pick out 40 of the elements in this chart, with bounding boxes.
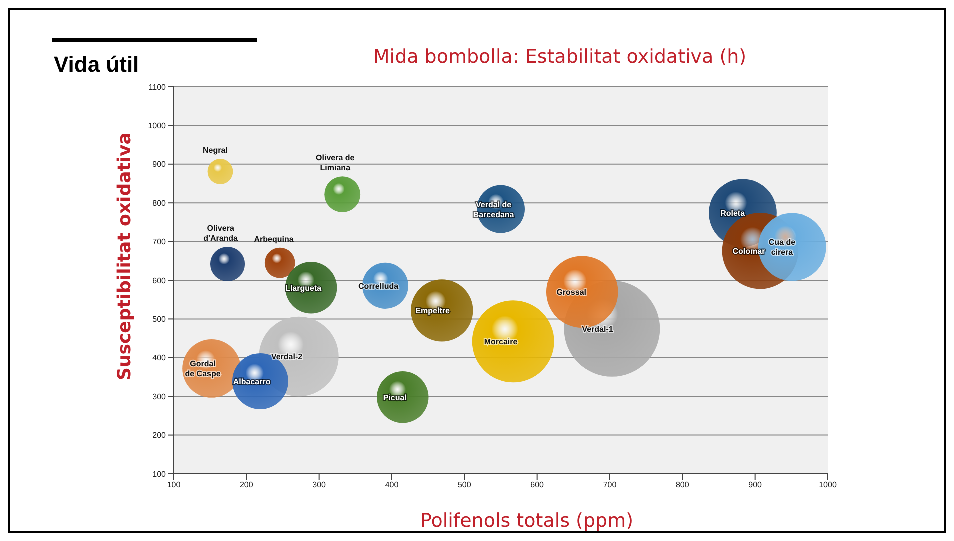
x-tick-label: 300 xyxy=(312,480,327,490)
x-tick-label: 100 xyxy=(167,480,182,490)
y-axis-title: Susceptibilitat oxidativa xyxy=(114,132,136,380)
x-tick-label: 600 xyxy=(530,480,545,490)
y-tick-label: 900 xyxy=(152,160,167,170)
y-tick-label: 1100 xyxy=(148,82,167,92)
x-axis-title: Polifenols totals (ppm) xyxy=(419,510,635,532)
series-label: Cua de cirera xyxy=(768,238,796,258)
series-label: Llargueta xyxy=(286,284,322,293)
series-label: Negral xyxy=(202,146,228,156)
series-label: Arbequina xyxy=(254,234,294,244)
chart-title: Vida útil xyxy=(54,52,140,78)
x-tick-label: 200 xyxy=(240,480,254,490)
y-tick-label: 800 xyxy=(152,198,167,208)
chart-subtitle: Mida bombolla: Estabilitat oxidativa (h) xyxy=(372,46,748,68)
series-label: Morcaire xyxy=(484,338,518,347)
x-tick-label: 900 xyxy=(748,480,763,490)
y-tick-label: 700 xyxy=(152,238,167,247)
x-tick-label: 800 xyxy=(676,480,690,490)
x-tick-label: 400 xyxy=(385,480,400,490)
series-label: Verdal-1 xyxy=(582,324,614,334)
y-tick-label: 1000 xyxy=(148,122,167,131)
series-label: Olivera de Limiana xyxy=(316,154,356,173)
x-tick-label: 1000 xyxy=(819,480,838,490)
x-tick-label: 500 xyxy=(458,480,472,490)
series-label: Gordal de Caspe xyxy=(185,360,222,379)
series-label: Olivera d'Aranda xyxy=(204,224,239,243)
series-label: Albacarro xyxy=(233,378,271,387)
x-tick-label: 700 xyxy=(603,480,618,490)
y-tick-label: 400 xyxy=(152,354,167,363)
y-tick-label: 200 xyxy=(152,431,167,440)
y-tick-label: 500 xyxy=(152,315,167,324)
y-tick-label: 100 xyxy=(152,470,167,479)
series-label: Empeltre xyxy=(416,306,450,316)
series-label: Verdal-2 xyxy=(271,352,304,362)
y-tick-label: 600 xyxy=(152,276,167,286)
y-tick-label: 300 xyxy=(152,392,167,402)
series-label: Picual xyxy=(383,393,407,402)
series-label: Roleta xyxy=(720,209,746,218)
series-label: Grossal xyxy=(556,288,587,298)
